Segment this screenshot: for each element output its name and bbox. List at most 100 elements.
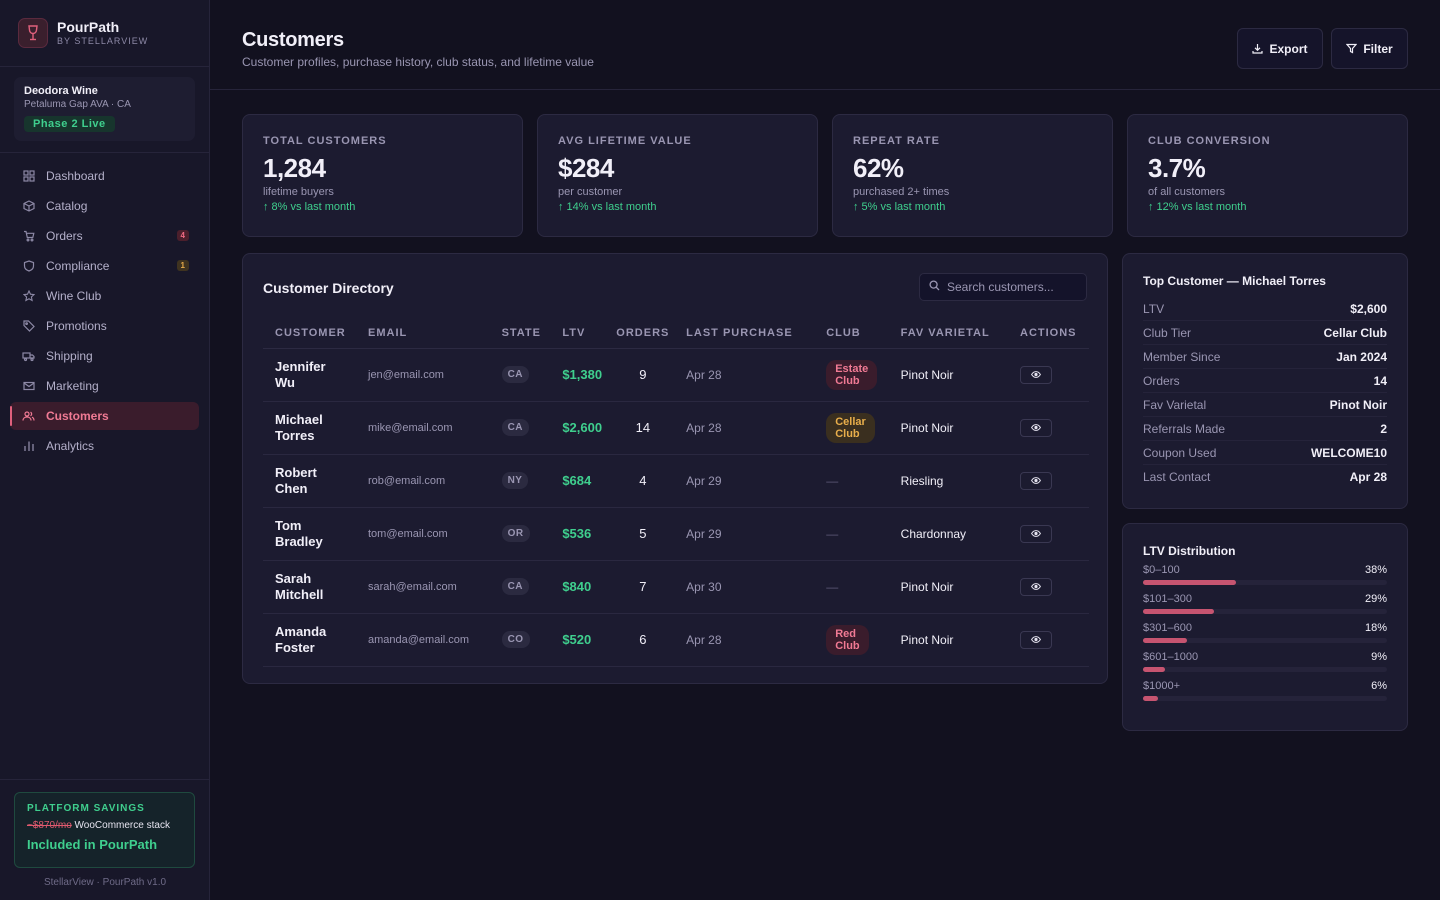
sidebar-item-wine-club[interactable]: Wine Club: [10, 282, 199, 310]
view-customer-button[interactable]: [1020, 524, 1052, 543]
table-row[interactable]: Jennifer Wu jen@email.com CA $1,380 9 Apr…: [263, 348, 1089, 402]
customer-email: rob@email.com: [356, 454, 490, 508]
sidebar-item-dashboard[interactable]: Dashboard: [10, 162, 199, 190]
column-header-actions: ACTIONS: [1008, 318, 1089, 349]
column-header-last-purchase[interactable]: LAST PURCHASE: [674, 318, 815, 349]
sidebar-item-label: Customers: [46, 409, 109, 423]
bucket-bar-track: [1143, 609, 1387, 614]
detail-key: Club Tier: [1143, 325, 1192, 340]
last-name: Bradley: [275, 533, 323, 549]
export-button[interactable]: Export: [1237, 28, 1323, 69]
actions-cell: [1008, 348, 1089, 402]
brand-name: PourPath: [57, 18, 120, 35]
club-badge: Red Club: [826, 624, 869, 655]
savings-title: PLATFORM SAVINGS: [27, 803, 145, 814]
detail-key: Member Since: [1143, 349, 1221, 364]
table-row[interactable]: Tom Bradley tom@email.com OR $536 5 Apr 2…: [263, 507, 1089, 561]
sidebar-item-label: Shipping: [46, 349, 93, 363]
view-customer-button[interactable]: [1020, 630, 1052, 649]
column-header-orders[interactable]: ORDERS: [611, 318, 675, 349]
customer-email: tom@email.com: [356, 507, 490, 561]
eye-icon: [1031, 371, 1041, 378]
search-box[interactable]: [919, 273, 1087, 301]
column-header-state[interactable]: STATE: [489, 318, 551, 349]
truck-icon: [22, 350, 35, 363]
ltv-value: $520: [550, 613, 612, 667]
search-input[interactable]: [947, 280, 1082, 294]
sidebar-item-marketing[interactable]: Marketing: [10, 372, 199, 400]
column-header-fav-varietal[interactable]: FAV VARIETAL: [888, 318, 1008, 349]
stat-sub: of all customers: [1148, 186, 1226, 198]
winery-selector[interactable]: Deodora Wine Petaluma Gap AVA · CA Phase…: [14, 77, 195, 141]
cart-icon: [22, 230, 35, 243]
view-customer-button[interactable]: [1020, 577, 1052, 596]
sidebar-item-shipping[interactable]: Shipping: [10, 342, 199, 370]
sidebar-item-customers[interactable]: Customers: [10, 402, 199, 430]
phase-badge: Phase 2 Live: [24, 116, 115, 132]
table-row[interactable]: Michael Torres mike@email.com CA $2,600 1…: [263, 401, 1089, 455]
detail-value: Apr 28: [1349, 470, 1387, 484]
table-row[interactable]: Amanda Foster amanda@email.com CO $520 6 …: [263, 613, 1089, 667]
sidebar-item-label: Catalog: [46, 199, 88, 213]
detail-value: 14: [1373, 373, 1387, 388]
stat-card-repeat-rate: REPEAT RATE 62% purchased 2+ times ↑ 5% …: [832, 114, 1113, 237]
search-icon: [929, 278, 940, 296]
customer-email: mike@email.com: [356, 401, 490, 455]
bucket-bar-track: [1143, 696, 1387, 701]
first-name: Jennifer: [275, 358, 326, 374]
club-cell: —: [814, 507, 889, 561]
stat-sub: purchased 2+ times: [853, 186, 950, 198]
detail-value: Pinot Noir: [1329, 397, 1387, 412]
bar-chart-icon: [22, 440, 35, 453]
detail-row: Club Tier Cellar Club: [1143, 321, 1387, 345]
bucket-percent: 18%: [1364, 622, 1387, 634]
bucket-bar-fill: [1143, 580, 1236, 585]
orders-count: 7: [611, 560, 675, 614]
winery-name: Deodora Wine: [24, 85, 98, 97]
bucket-percent: 38%: [1364, 564, 1387, 576]
view-customer-button[interactable]: [1020, 471, 1052, 490]
sidebar: PourPath BY STELLARVIEW Deodora Wine Pet…: [0, 0, 210, 900]
state-cell: CA: [489, 560, 551, 614]
stat-card-avg-ltv: AVG LIFETIME VALUE $284 per customer ↑ 1…: [537, 114, 818, 237]
detail-row: Orders 14: [1143, 369, 1387, 393]
top-customer-card: Top Customer — Michael Torres LTV $2,600 …: [1122, 253, 1408, 509]
sidebar-nav: Dashboard Catalog Orders 4 Compliance 1 …: [0, 153, 209, 460]
last-purchase: Apr 28: [674, 348, 815, 402]
customer-name: Amanda Foster: [263, 613, 356, 667]
column-header-customer[interactable]: CUSTOMER: [263, 318, 356, 349]
view-customer-button[interactable]: [1020, 365, 1052, 384]
sidebar-item-promotions[interactable]: Promotions: [10, 312, 199, 340]
fav-varietal: Pinot Noir: [888, 560, 1008, 614]
stat-trend: ↑ 8% vs last month: [263, 201, 356, 213]
stat-trend: ↑ 12% vs last month: [1148, 201, 1247, 213]
detail-key: Referrals Made: [1143, 421, 1226, 436]
column-header-email[interactable]: EMAIL: [356, 318, 490, 349]
bucket-bar-fill: [1143, 667, 1165, 672]
sidebar-item-catalog[interactable]: Catalog: [10, 192, 199, 220]
detail-row: LTV $2,600: [1143, 297, 1387, 321]
customer-email: jen@email.com: [356, 348, 490, 402]
actions-cell: [1008, 560, 1089, 614]
stat-value: 3.7%: [1148, 153, 1206, 183]
bucket-percent: 9%: [1371, 651, 1387, 663]
sidebar-item-analytics[interactable]: Analytics: [10, 432, 199, 460]
column-header-ltv[interactable]: LTV: [550, 318, 612, 349]
sidebar-item-compliance[interactable]: Compliance 1: [10, 252, 199, 280]
table-row[interactable]: Sarah Mitchell sarah@email.com CA $840 7 …: [263, 560, 1089, 614]
state-cell: CA: [489, 348, 551, 402]
club-cell: —: [814, 560, 889, 614]
table-row[interactable]: Robert Chen rob@email.com NY $684 4 Apr 2…: [263, 454, 1089, 508]
eye-icon: [1031, 636, 1041, 643]
sidebar-item-orders[interactable]: Orders 4: [10, 222, 199, 250]
detail-key: LTV: [1143, 301, 1165, 316]
view-customer-button[interactable]: [1020, 418, 1052, 437]
distribution-row: $301–600 18%: [1143, 622, 1387, 651]
filter-label: Filter: [1363, 41, 1393, 56]
first-name: Robert: [275, 464, 317, 480]
club-suffix: Club: [835, 639, 860, 652]
filter-button[interactable]: Filter: [1331, 28, 1408, 69]
column-header-club[interactable]: CLUB: [814, 318, 889, 349]
state-badge: CA: [501, 578, 530, 595]
stat-trend: ↑ 5% vs last month: [853, 201, 946, 213]
